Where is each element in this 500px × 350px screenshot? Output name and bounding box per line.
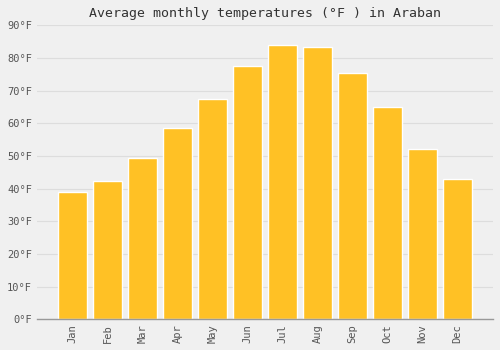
Bar xyxy=(372,107,402,320)
Bar xyxy=(58,192,88,320)
Bar xyxy=(338,73,368,320)
Bar xyxy=(198,99,228,320)
Bar xyxy=(92,181,122,320)
Bar xyxy=(128,158,158,320)
Bar xyxy=(232,66,262,320)
Title: Average monthly temperatures (°F ) in Araban: Average monthly temperatures (°F ) in Ar… xyxy=(89,7,441,20)
Bar xyxy=(162,128,192,320)
Bar xyxy=(408,149,438,320)
Bar xyxy=(302,47,332,320)
Bar xyxy=(442,179,472,320)
Bar xyxy=(268,45,298,320)
